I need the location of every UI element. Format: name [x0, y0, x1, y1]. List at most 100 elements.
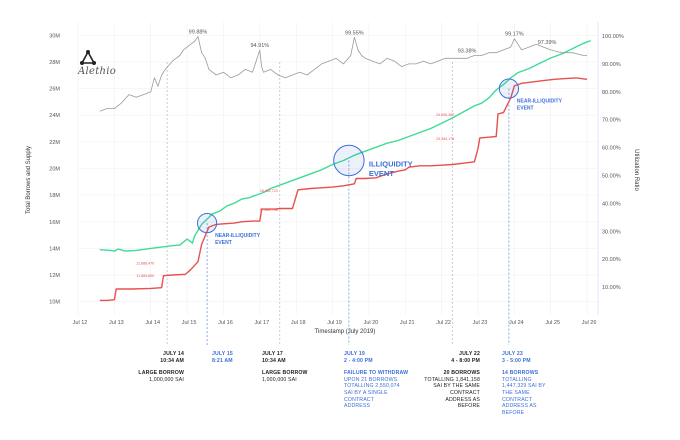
event-lines — [166, 62, 510, 345]
y-axis-title: Total Borrows and Supply — [26, 146, 32, 214]
borrow-value-label: 24,655,367 — [436, 113, 454, 117]
y2-tick-label: 20.00% — [602, 257, 621, 263]
annotation-date: July 23 — [502, 351, 523, 357]
y-tick-label: 24M — [49, 113, 60, 119]
x-tick-label: Jul 15 — [182, 320, 197, 326]
utilization-label: 99.88% — [189, 30, 208, 36]
utilization-label: 99.55% — [345, 30, 364, 36]
y2-tick-label: 80.00% — [602, 90, 621, 96]
borrow-value-label: 23,384,175 — [436, 137, 454, 141]
borrows-line — [99, 77, 588, 302]
y2-tick-label: 90.00% — [602, 62, 621, 68]
axes: 10M 12M 14M 16M 18M 20M 22M 24M 26M 28M 30M 10.00% 2… — [49, 22, 624, 326]
y-tick-label: 10M — [49, 300, 60, 306]
annotation-date: July 22 — [459, 351, 480, 357]
y-tick-label: 20M — [49, 167, 60, 173]
y2-tick-label: 60.00% — [602, 146, 621, 152]
borrow-value-label: 12,888,470 — [136, 261, 154, 265]
point-labels: 99.88% 94.91% 99.55% 93.38% 99.17% 97.39% 11,8… — [136, 30, 556, 279]
annotation-time: 2 - 4:00 PM — [344, 357, 373, 364]
annotation-body: 1,000,000 SAI — [262, 376, 297, 383]
borrow-value-label: 18,462,723 — [260, 189, 278, 193]
annotation-time: 10:34 AM — [262, 357, 286, 364]
borrow-value-label: 17,889,748 — [260, 208, 278, 212]
x-tick-label: Jul 25 — [545, 320, 560, 326]
y-tick-label: 30M — [49, 33, 60, 39]
annotation-body: TOTALLING 1,447,329 SAI BY THE SAME CONT… — [502, 376, 546, 416]
y2-tick-label: 40.00% — [602, 201, 621, 207]
event-label: EVENT — [517, 106, 534, 112]
logo-wordmark: Alethio — [78, 66, 117, 77]
event-label: ILLIQUIDITY — [369, 160, 413, 169]
annotation-head: FAILURE TO WITHDRAW — [344, 370, 409, 377]
y2-axis-title: Utilization Ratio — [633, 149, 639, 191]
event-label: EVENT — [215, 240, 232, 246]
x-tick-label: Jul 19 — [327, 320, 342, 326]
x-tick-label: Jul 23 — [473, 320, 488, 326]
annotation-time: 3 - 5:00 PM — [502, 357, 531, 364]
grid — [77, 22, 598, 315]
series — [99, 36, 591, 302]
borrow-value-label: 11,889,800 — [136, 274, 154, 278]
x-tick-label: Jul 20 — [364, 320, 379, 326]
utilization-label: 99.17% — [505, 32, 524, 38]
x-tick-label: Jul 13 — [109, 320, 124, 326]
y-tick-label: 18M — [49, 193, 60, 199]
logo-icon — [80, 50, 96, 65]
annotation-date: July 15 — [212, 351, 233, 357]
y-tick-label: 14M — [49, 246, 60, 252]
x-tick-label: Jul 12 — [73, 320, 88, 326]
utilization-label: 94.91% — [250, 43, 269, 49]
y-tick-label: 28M — [49, 60, 60, 66]
utilization-label: 97.39% — [538, 40, 557, 46]
y-tick-label: 12M — [49, 273, 60, 279]
annotation-time: 8:21 AM — [212, 357, 233, 364]
annotation-july22: July 22 4 - 8:00 PM 20 BORROWS TOTALLING… — [424, 351, 480, 410]
annotation-head: LARGE BORROW — [262, 370, 308, 377]
supply-line — [99, 39, 591, 252]
x-tick-label: Jul 22 — [436, 320, 451, 326]
x-tick-label: Jul 21 — [400, 320, 415, 326]
annotation-july17: July 17 10:34 AM LARGE BORROW 1,000,000 … — [262, 351, 308, 383]
annotation-head: 14 BORROWS — [502, 370, 539, 377]
annotation-time: 10:34 AM — [160, 357, 184, 364]
x-tick-label: Jul 16 — [218, 320, 233, 326]
x-tick-label: Jul 24 — [509, 320, 524, 326]
annotation-body: UPON 21 BORROWS TOTALLING 2,550,074 SAI … — [344, 376, 400, 410]
annotation-head: LARGE BORROW — [138, 370, 184, 377]
annotation-time: 4 - 8:00 PM — [451, 357, 480, 364]
y2-tick-label: 10.00% — [602, 285, 621, 291]
event-circle — [498, 78, 520, 99]
annotation-july23: July 23 3 - 5:00 PM 14 BORROWS TOTALLING… — [502, 351, 552, 416]
y2-tick-label: 100.00% — [602, 34, 624, 40]
annotation-date: July 19 — [344, 351, 365, 357]
utilization-line — [99, 36, 588, 112]
event-label: NEAR-ILLIQUIDITY — [517, 99, 563, 105]
y-tick-label: 16M — [49, 220, 60, 226]
annotation-date: July 14 — [163, 351, 184, 357]
annotation-july19: July 19 2 - 4:00 PM FAILURE TO WITHDRAW … — [344, 351, 409, 410]
x-axis-title: Timestamp (July 2019) — [315, 329, 376, 335]
annotation-july14: July 14 10:34 AM LARGE BORROW 1,000,000 … — [118, 351, 184, 383]
annotation-head: 20 BORROWS — [443, 370, 480, 377]
annotation-body: TOTALLING 1,841,158 SAI BY THE SAME CONT… — [424, 376, 480, 410]
y-tick-label: 26M — [49, 87, 60, 93]
x-tick-label: Jul 14 — [145, 320, 160, 326]
event-label: NEAR-ILLIQUIDITY — [215, 233, 261, 239]
event-markers: NEAR-ILLIQUIDITYEVENTILLIQUIDITYEVENTNEA… — [196, 78, 563, 246]
event-label: EVENT — [369, 169, 394, 178]
y-tick-label: 22M — [49, 140, 60, 146]
annotation-body: 1,000,000 SAI — [149, 376, 184, 383]
x-tick-label: Jul 26 — [582, 320, 597, 326]
utilization-label: 93.38% — [458, 48, 477, 54]
x-tick-label: Jul 18 — [291, 320, 306, 326]
y2-tick-label: 50.00% — [602, 173, 621, 179]
alethio-logo — [78, 50, 128, 90]
event-circle — [333, 144, 365, 177]
y2-tick-label: 70.00% — [602, 118, 621, 124]
annotation-july15: July 15 8:21 AM — [212, 351, 262, 364]
x-tick-label: Jul 17 — [254, 320, 269, 326]
event-circle — [196, 213, 218, 234]
y2-tick-label: 30.00% — [602, 229, 621, 235]
